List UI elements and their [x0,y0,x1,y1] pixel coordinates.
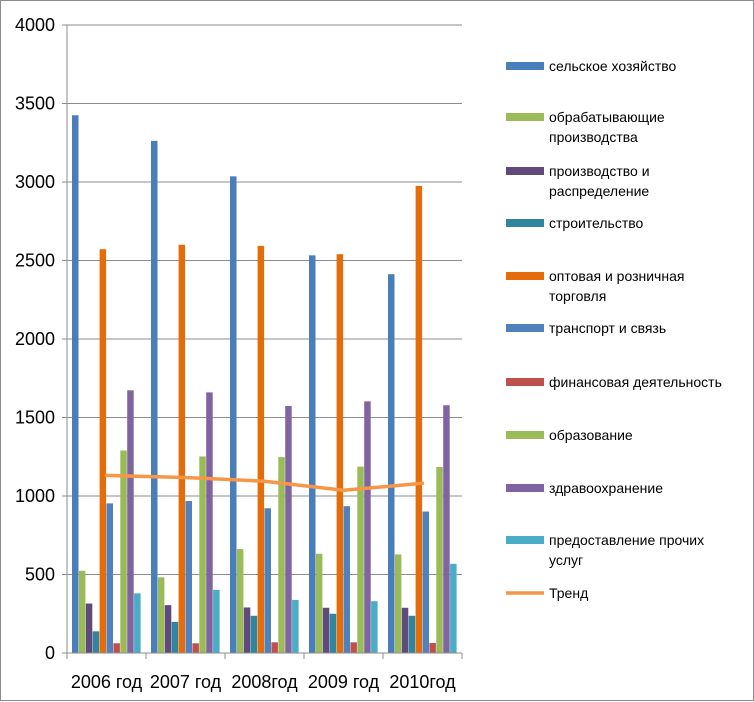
x-category-label: 2008год [231,672,298,692]
bar [329,613,337,653]
bar [106,503,113,653]
bar [343,506,350,653]
bar [127,390,134,653]
y-tick-label: 4000 [15,15,55,35]
trend-line [104,473,425,493]
bar [264,508,271,653]
bar [336,254,344,653]
y-tick-label: 2000 [15,329,55,349]
bar [185,501,192,653]
bar [250,615,258,653]
legend-swatch [506,272,544,280]
bar [271,642,278,653]
bar [72,115,79,653]
bar [371,601,378,653]
bar [408,615,416,653]
x-category-label: 2006 год [71,672,143,692]
bar [322,607,330,653]
legend-swatch [506,167,544,175]
legend-label: предоставление прочих [549,532,704,548]
bar [422,511,429,653]
bar [278,457,285,653]
bar [394,554,402,653]
legend-label: торговля [549,288,606,304]
legend-swatch [506,62,544,70]
bar [415,185,423,653]
trend-layer [104,473,425,493]
bar [309,255,316,653]
legend-label: финансовая деятельность [549,374,722,390]
bar [134,593,141,653]
bars-layer [72,115,457,654]
y-tick-label: 3500 [15,94,55,114]
legend-label: сельское хозяйство [549,58,677,74]
legend-swatch [506,484,544,492]
bar [92,631,100,653]
bar [206,392,213,653]
legend-swatch [506,324,544,332]
bar [199,456,206,653]
bar [85,603,93,653]
y-tick-label: 3000 [15,172,55,192]
bar [230,176,237,653]
bar [151,140,158,653]
bar [257,245,265,653]
legend-swatch [506,431,544,439]
y-tick-label: 1000 [15,486,55,506]
bar [443,405,450,653]
bar [99,249,107,653]
bar [401,607,409,653]
bar [213,589,220,653]
bar [113,643,120,653]
bar [315,553,323,653]
legend-label: услуг [549,552,583,568]
legend-swatch [506,536,544,544]
x-category-label: 2009 год [308,672,380,692]
legend-label: образование [549,427,633,443]
legend-layer: сельское хозяйство обрабатывающие производ… [506,58,722,601]
legend-label: здравоохранение [549,480,663,496]
bar [450,563,457,653]
bar [292,599,299,653]
legend-label: производство и [549,163,650,179]
bar [120,450,127,653]
legend-swatch [506,219,544,227]
legend-label: оптовая и розничная [549,268,684,284]
bar [157,577,165,653]
legend-label: обрабатывающие [549,109,665,125]
legend-label: строительство [549,215,644,231]
bar [388,274,395,653]
y-tick-label: 2500 [15,251,55,271]
legend-label: транспорт и связь [549,320,666,336]
legend-label: распределение [549,183,649,199]
x-category-label: 2010год [389,672,456,692]
bar [192,643,199,653]
bar [429,642,436,653]
legend-swatch [506,378,544,386]
legend-label: производства [549,129,638,145]
bar [78,570,86,653]
bar [436,466,443,653]
bar [357,466,364,653]
bar [364,401,371,653]
bar [171,621,179,653]
bar [164,605,172,653]
x-category-label: 2007 год [150,672,222,692]
legend-swatch [506,113,544,121]
bar [236,549,244,653]
bar [243,607,251,653]
bar [178,244,186,654]
y-tick-label: 1500 [15,408,55,428]
bar [285,406,292,653]
bar [350,642,357,653]
axis-layer: 0 500 1000 1500 2000 2500 3000 3500 4000 2006 год… [15,15,463,692]
y-tick-label: 500 [25,565,55,585]
y-tick-label: 0 [45,643,55,663]
legend-label: Тренд [549,585,588,601]
